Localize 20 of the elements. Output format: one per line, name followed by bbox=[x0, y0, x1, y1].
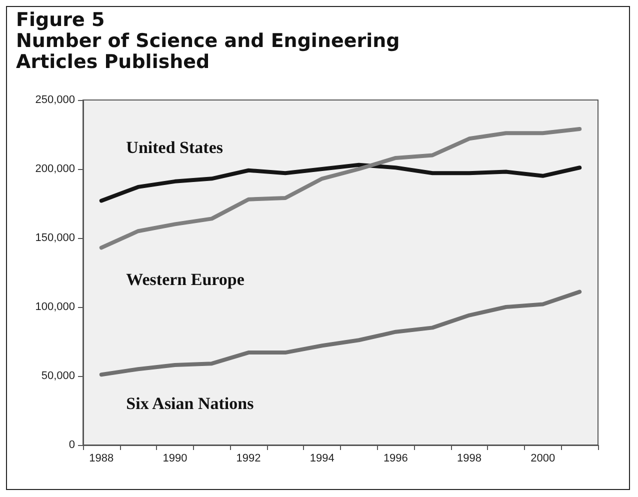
line-series bbox=[99, 126, 582, 250]
line-series bbox=[99, 162, 582, 203]
x-tick-label: 1992 bbox=[236, 452, 261, 464]
series-label: United States bbox=[126, 138, 224, 157]
x-tick-label: 1988 bbox=[89, 452, 114, 464]
line-series bbox=[99, 290, 582, 377]
y-tick-label: 50,000 bbox=[41, 370, 75, 382]
y-tick-label: 250,000 bbox=[35, 94, 75, 106]
x-tick-label: 1994 bbox=[310, 452, 334, 464]
y-tick-label: 200,000 bbox=[35, 163, 75, 175]
x-tick-label: 1996 bbox=[383, 452, 408, 464]
y-tick-label: 100,000 bbox=[35, 301, 75, 313]
series-label: Western Europe bbox=[126, 270, 245, 290]
x-tick-label: 2000 bbox=[530, 452, 556, 464]
y-tick-label: 150,000 bbox=[35, 232, 75, 244]
x-tick-label: 1998 bbox=[457, 452, 482, 464]
chart-title: Figure 5 Number of Science and Engineering Articles Published bbox=[16, 9, 400, 73]
x-tick-label: 1990 bbox=[162, 452, 188, 464]
series-label: Six Asian Nations bbox=[126, 394, 254, 414]
y-tick-label: 0 bbox=[68, 439, 75, 451]
